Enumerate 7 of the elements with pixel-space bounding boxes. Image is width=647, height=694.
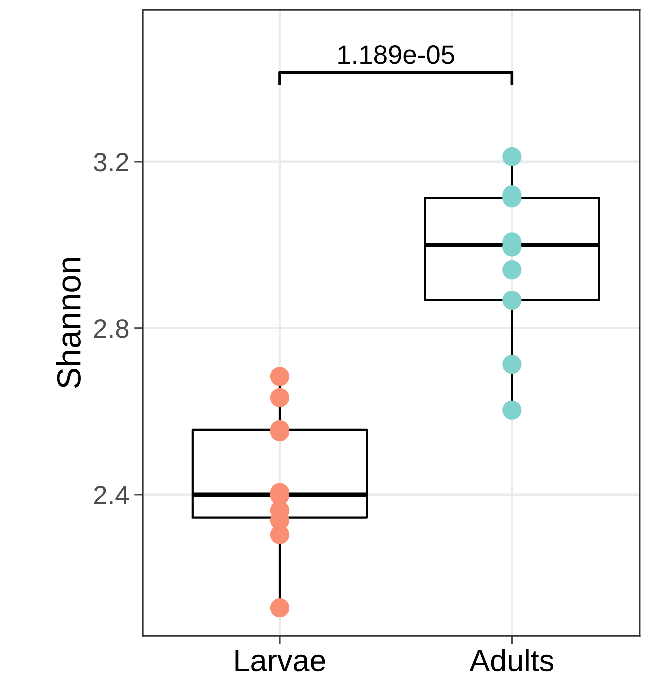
- x-tick-label: Adults: [470, 649, 554, 672]
- y-tick-label: 2.4: [94, 486, 130, 504]
- annotation: 1.189e-05: [338, 46, 454, 64]
- y-tick-label: 3.2: [94, 153, 128, 172]
- y-tick-label: 2.8: [94, 320, 129, 338]
- y-axis-title: Shannon: [56, 258, 81, 388]
- x-tick-label: Larvae: [236, 650, 326, 672]
